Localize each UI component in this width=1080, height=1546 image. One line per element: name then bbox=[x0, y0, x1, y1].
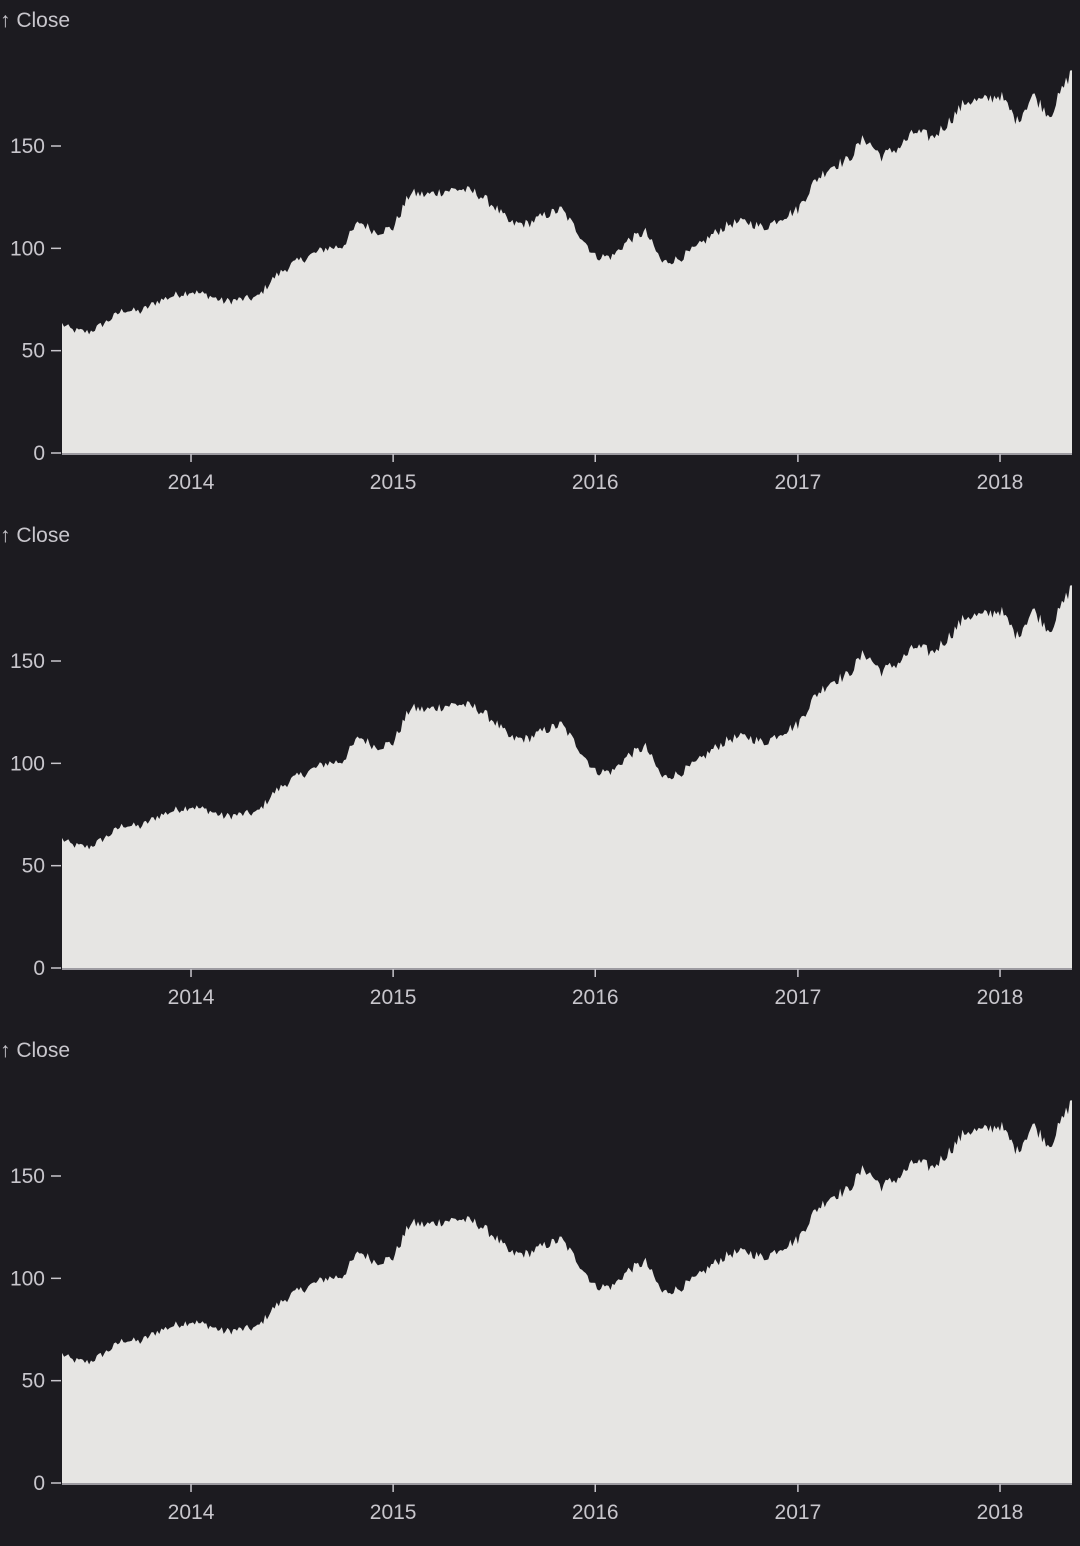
x-tick-label: 2018 bbox=[977, 1501, 1024, 1524]
y-tick-label: 0 bbox=[33, 957, 45, 980]
x-tick-label: 2016 bbox=[572, 986, 619, 1009]
y-tick-label: 150 bbox=[10, 135, 45, 158]
y-tick-label: 100 bbox=[10, 752, 45, 775]
x-tick-label: 2018 bbox=[977, 986, 1024, 1009]
y-tick-label: 100 bbox=[10, 1267, 45, 1290]
x-tick-label: 2014 bbox=[168, 986, 215, 1009]
y-tick-label: 100 bbox=[10, 237, 45, 260]
y-tick-label: 0 bbox=[33, 1472, 45, 1495]
y-tick-label: 50 bbox=[22, 855, 45, 878]
x-tick-label: 2015 bbox=[370, 471, 417, 494]
area-chart: ↑ Close 0 50 100 150 2014 2015 2016 2017 2018 bbox=[0, 524, 1072, 1009]
x-tick-label: 2015 bbox=[370, 986, 417, 1009]
x-tick-label: 2014 bbox=[168, 1501, 215, 1524]
y-tick-label: 50 bbox=[22, 340, 45, 363]
y-tick-label: 150 bbox=[10, 1165, 45, 1188]
x-tick-label: 2016 bbox=[572, 471, 619, 494]
x-tick-label: 2017 bbox=[775, 471, 822, 494]
x-tick-label: 2014 bbox=[168, 471, 215, 494]
chart-panel: ↑ Close 0 50 100 150 2014 2015 2016 2017 2018 bbox=[0, 515, 1080, 1030]
y-axis-label: ↑ Close bbox=[0, 9, 70, 32]
x-tick-label: 2017 bbox=[775, 1501, 822, 1524]
y-axis-label: ↑ Close bbox=[0, 1039, 70, 1062]
chart-panel: ↑ Close 0 50 100 150 2014 2015 2016 2017 2018 bbox=[0, 0, 1080, 515]
y-tick-label: 150 bbox=[10, 650, 45, 673]
x-tick-label: 2015 bbox=[370, 1501, 417, 1524]
area-chart: ↑ Close 0 50 100 150 2014 2015 2016 2017 2018 bbox=[0, 1039, 1072, 1524]
area-chart: ↑ Close 0 50 100 150 2014 2015 2016 2017 2018 bbox=[0, 9, 1072, 494]
chart-panel: ↑ Close 0 50 100 150 2014 2015 2016 2017 2018 bbox=[0, 1030, 1080, 1545]
close-area bbox=[62, 585, 1072, 968]
x-tick-label: 2018 bbox=[977, 471, 1024, 494]
y-tick-label: 0 bbox=[33, 442, 45, 465]
close-area bbox=[62, 1100, 1072, 1483]
y-axis-label: ↑ Close bbox=[0, 524, 70, 547]
x-tick-label: 2017 bbox=[775, 986, 822, 1009]
close-area bbox=[62, 70, 1072, 454]
y-tick-label: 50 bbox=[22, 1370, 45, 1393]
x-tick-label: 2016 bbox=[572, 1501, 619, 1524]
